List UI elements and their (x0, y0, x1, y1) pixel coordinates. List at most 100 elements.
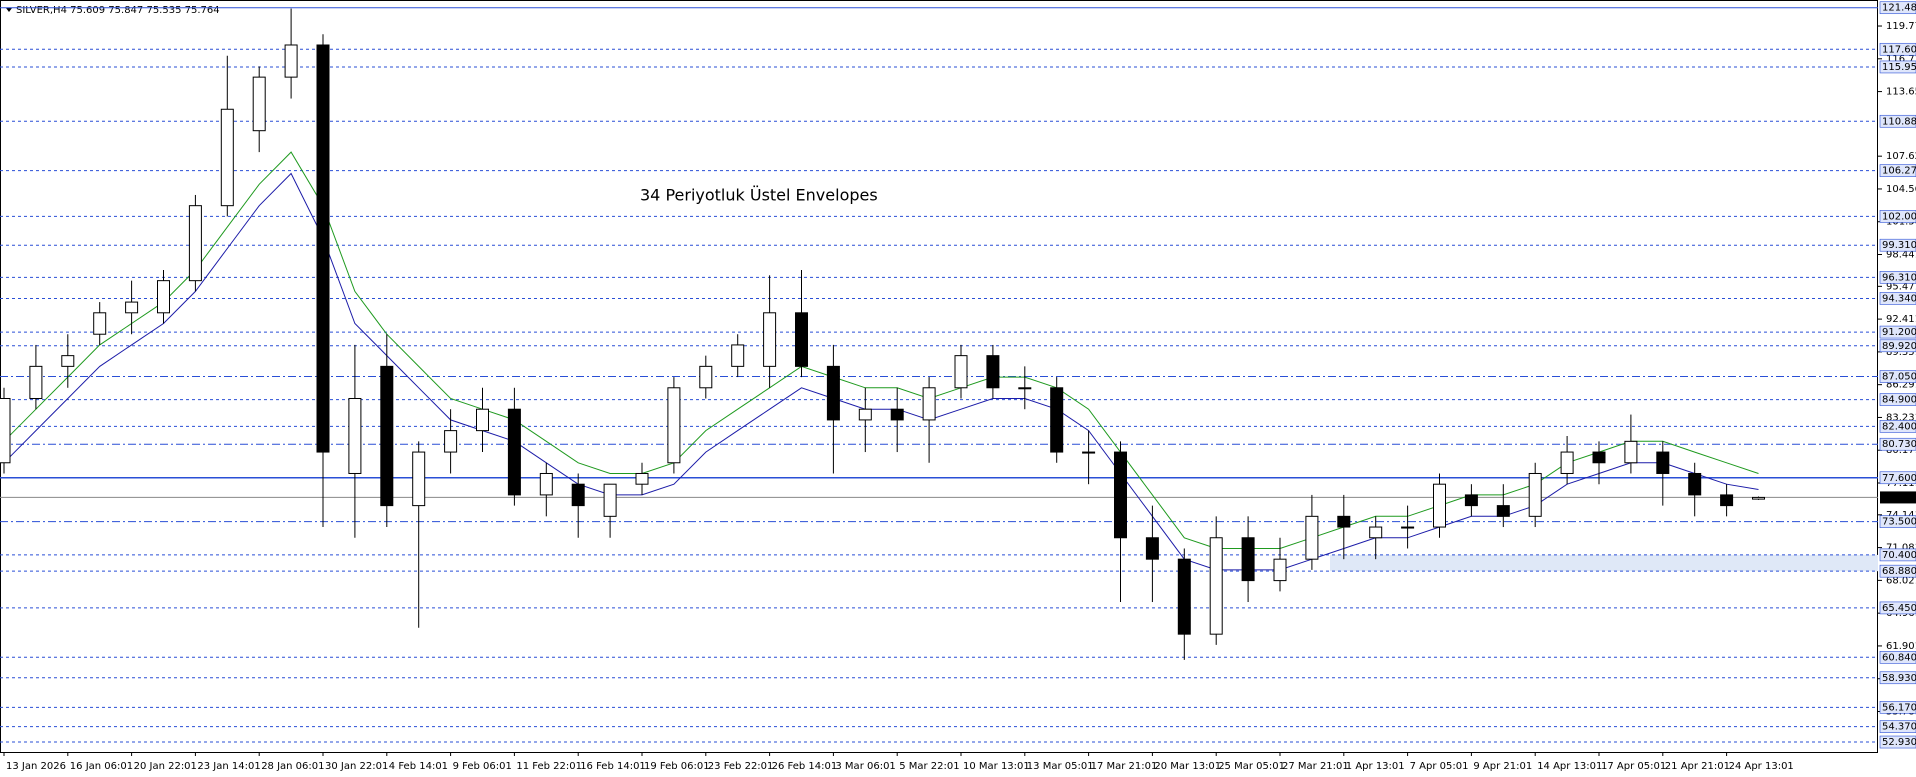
level-label-box (1879, 701, 1916, 714)
x-tick-label: 17 Mar 21:01 (1091, 761, 1158, 772)
level-label: 91.200 (1882, 327, 1916, 338)
level-label-box (1879, 114, 1916, 128)
candle-body (252, 76, 266, 132)
candle-body (1592, 451, 1606, 464)
level-label-box (1879, 238, 1916, 252)
candle-body (890, 408, 904, 421)
level-label: 94.340 (1882, 293, 1916, 304)
level-label-box (1879, 515, 1916, 528)
level-label-box (1879, 60, 1916, 74)
x-tick-label: 9 Feb 06:01 (453, 761, 512, 772)
candle-body (667, 387, 681, 464)
candle-body (125, 301, 139, 314)
candle-body (539, 472, 553, 496)
x-tick-label: 13 Mar 05:01 (1027, 761, 1094, 772)
candle-body (1305, 515, 1319, 560)
level-label: 115.950 (1882, 62, 1916, 73)
chart-title: 34 Periyotluk Üstel Envelopes (640, 186, 878, 205)
candle-body (699, 365, 713, 389)
candle-body (1241, 537, 1255, 582)
level-label-box (1879, 210, 1916, 223)
menu-icon (6, 8, 12, 12)
candle-body (0, 397, 11, 464)
x-tick-label: 21 Apr 21:01 (1665, 761, 1730, 772)
level-label: 102.000 (1882, 211, 1916, 222)
x-tick-label: 26 Feb 14:01 (772, 761, 838, 772)
level-label-box (1879, 651, 1916, 664)
candle-body (1560, 451, 1574, 474)
y-tick-label: 80.171 (1886, 445, 1916, 456)
x-tick-label: 19 Feb 06:01 (644, 761, 710, 772)
level-label-box (1879, 1, 1916, 15)
y-tick-label: 98.441 (1886, 250, 1916, 261)
candle-body (29, 365, 43, 399)
candle-body (1050, 387, 1064, 453)
candle-body (1209, 537, 1223, 635)
level-label: 99.310 (1882, 240, 1916, 251)
candle-body (220, 108, 234, 207)
y-tick-label: 89.351 (1886, 347, 1916, 358)
level-label-box (1879, 370, 1916, 383)
candle-body (795, 312, 808, 367)
candle-body (922, 387, 936, 421)
level-label: 96.310 (1882, 272, 1916, 283)
level-label: 54.370 (1882, 722, 1916, 733)
zone (1330, 554, 1878, 572)
level-label: 73.500 (1882, 517, 1916, 528)
level-label: 68.880 (1882, 566, 1916, 577)
level-label: 110.880 (1882, 116, 1916, 127)
level-label-box (1879, 735, 1916, 749)
candle-body (188, 205, 202, 282)
x-tick-label: 30 Jan 22:01 (325, 761, 388, 772)
level-label: 80.730 (1882, 439, 1916, 450)
candle-body (954, 355, 968, 389)
candle-body (348, 397, 362, 474)
candle-body (858, 408, 872, 421)
x-tick-label: 24 Apr 13:01 (1729, 761, 1794, 772)
level-label: 77.600 (1882, 473, 1916, 484)
candle-body (1433, 483, 1446, 528)
y-tick-label: 68.021 (1886, 575, 1916, 586)
level-label-box (1879, 42, 1916, 56)
level-label-box (1879, 325, 1916, 339)
level-label-box (1879, 292, 1916, 305)
level-label-box (1879, 564, 1916, 578)
candle-body (1369, 526, 1383, 539)
candle-body (571, 483, 585, 507)
level-label: 106.270 (1882, 166, 1916, 177)
y-tick-label: 95.471 (1886, 281, 1916, 292)
y-tick-label: 104.561 (1886, 184, 1916, 195)
y-tick-label: 92.411 (1886, 314, 1916, 325)
candle-body (635, 472, 649, 485)
x-tick-label: 14 Apr 13:01 (1537, 761, 1602, 772)
candle-body (1082, 451, 1096, 454)
candle-body (316, 44, 330, 453)
x-tick-label: 25 Mar 05:01 (1218, 761, 1285, 772)
x-tick-label: 11 Feb 22:01 (516, 761, 582, 772)
level-label-box (1879, 671, 1916, 685)
x-tick-label: 7 Apr 05:01 (1410, 761, 1469, 772)
level-label: 56.170 (1882, 702, 1916, 713)
level-label-box (1879, 471, 1916, 485)
candle-body (1528, 472, 1542, 517)
x-tick-label: 17 Apr 05:01 (1601, 761, 1666, 772)
level-label-box (1879, 548, 1916, 562)
x-tick-label: 23 Feb 22:01 (708, 761, 774, 772)
candle-body (61, 355, 75, 367)
y-tick-label: 116.711 (1886, 54, 1916, 65)
candle-body (412, 451, 426, 507)
level-label: 70.400 (1882, 550, 1916, 561)
x-tick-label: 13 Jan 2026 (6, 761, 66, 772)
candle-body (1688, 472, 1702, 496)
y-tick-label: 83.231 (1886, 412, 1916, 423)
x-tick-label: 5 Mar 22:01 (899, 761, 959, 772)
candle-body (763, 312, 777, 367)
candle-body (507, 408, 521, 496)
x-tick-label: 9 Apr 21:01 (1473, 761, 1532, 772)
y-tick-label: 107.621 (1886, 151, 1916, 162)
candle-body (1720, 494, 1734, 507)
x-tick-label: 27 Mar 21:01 (1282, 761, 1349, 772)
x-tick-label: 4 Feb 14:01 (389, 761, 448, 772)
candle-body (826, 365, 840, 421)
